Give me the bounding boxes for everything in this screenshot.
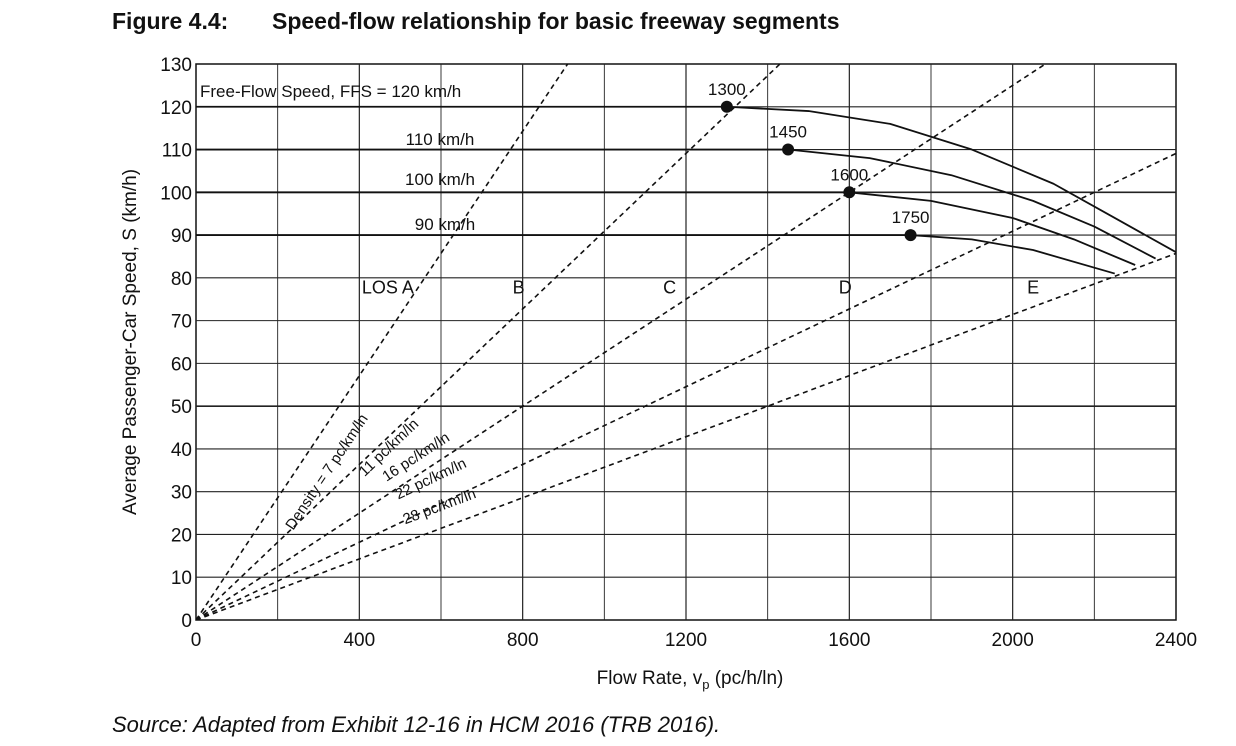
breakpoint-label: 1450	[769, 123, 807, 142]
y-tick-label: 0	[181, 611, 192, 632]
density-line	[196, 64, 569, 620]
density-line	[196, 152, 1176, 620]
speed-flow-curves	[196, 105, 1176, 275]
x-tick-label: 400	[343, 630, 375, 651]
y-tick-label: 20	[171, 525, 192, 546]
x-tick-label: 2000	[992, 630, 1034, 651]
speed-flow-curve	[196, 105, 1176, 253]
density-line	[196, 64, 1046, 620]
y-tick-label: 120	[160, 98, 192, 119]
grid	[196, 64, 1176, 620]
x-tick-label: 2400	[1155, 630, 1197, 651]
y-tick-label: 40	[171, 440, 192, 461]
y-tick-label: 80	[171, 269, 192, 290]
source-note: Source: Adapted from Exhibit 12-16 in HC…	[112, 712, 721, 737]
density-line	[196, 64, 781, 620]
y-tick-label: 10	[171, 568, 192, 589]
speed-flow-curve	[196, 191, 1136, 266]
los-label: D	[839, 277, 852, 297]
density-lines	[196, 64, 1176, 620]
density-label: Density = 7 pc/km/ln	[282, 411, 371, 533]
los-label: LOS A	[362, 277, 414, 297]
breakpoint-markers: 1300 1450 1600 1750	[708, 80, 930, 242]
y-tick-label: 50	[171, 397, 192, 418]
density-line	[196, 252, 1176, 620]
speed-curve-label: 100 km/h	[405, 170, 475, 189]
y-tick-label: 60	[171, 354, 192, 375]
breakpoint-label: 1750	[892, 208, 930, 227]
x-axis-label: Flow Rate, vp (pc/h/ln)	[597, 668, 784, 692]
breakpoint-marker	[782, 143, 795, 156]
los-label: B	[513, 277, 525, 297]
y-tick-label: 70	[171, 312, 192, 333]
speed-flow-curve	[196, 234, 1115, 275]
x-tick-label: 800	[507, 630, 539, 651]
figure-title-text: Speed-flow relationship for basic freewa…	[272, 8, 840, 34]
speed-curve-label: 90 km/h	[415, 215, 475, 234]
los-label: E	[1027, 277, 1039, 297]
figure-number: Figure 4.4:	[112, 8, 229, 34]
breakpoint-marker	[720, 100, 733, 113]
speed-curve-label: Free-Flow Speed, FFS = 120 km/h	[200, 82, 461, 101]
figure-title: Figure 4.4: Speed-flow relationship for b…	[112, 8, 840, 35]
x-tick-label: 1200	[665, 630, 707, 651]
breakpoint-label: 1300	[708, 80, 746, 99]
y-tick-label: 130	[160, 55, 192, 76]
breakpoint-label: 1600	[830, 165, 868, 184]
y-axis-label: Average Passenger-Car Speed, S (km/h)	[120, 169, 141, 515]
breakpoint-marker	[843, 186, 856, 199]
speed-curve-label: 110 km/h	[406, 130, 475, 149]
x-tick-label: 0	[191, 630, 202, 651]
x-tick-label: 1600	[828, 630, 870, 651]
y-tick-label: 30	[171, 483, 192, 504]
y-tick-label: 110	[162, 141, 192, 162]
los-label: C	[663, 277, 676, 297]
y-tick-label: 90	[171, 226, 192, 247]
y-tick-label: 100	[160, 183, 192, 204]
breakpoint-marker	[904, 229, 917, 242]
